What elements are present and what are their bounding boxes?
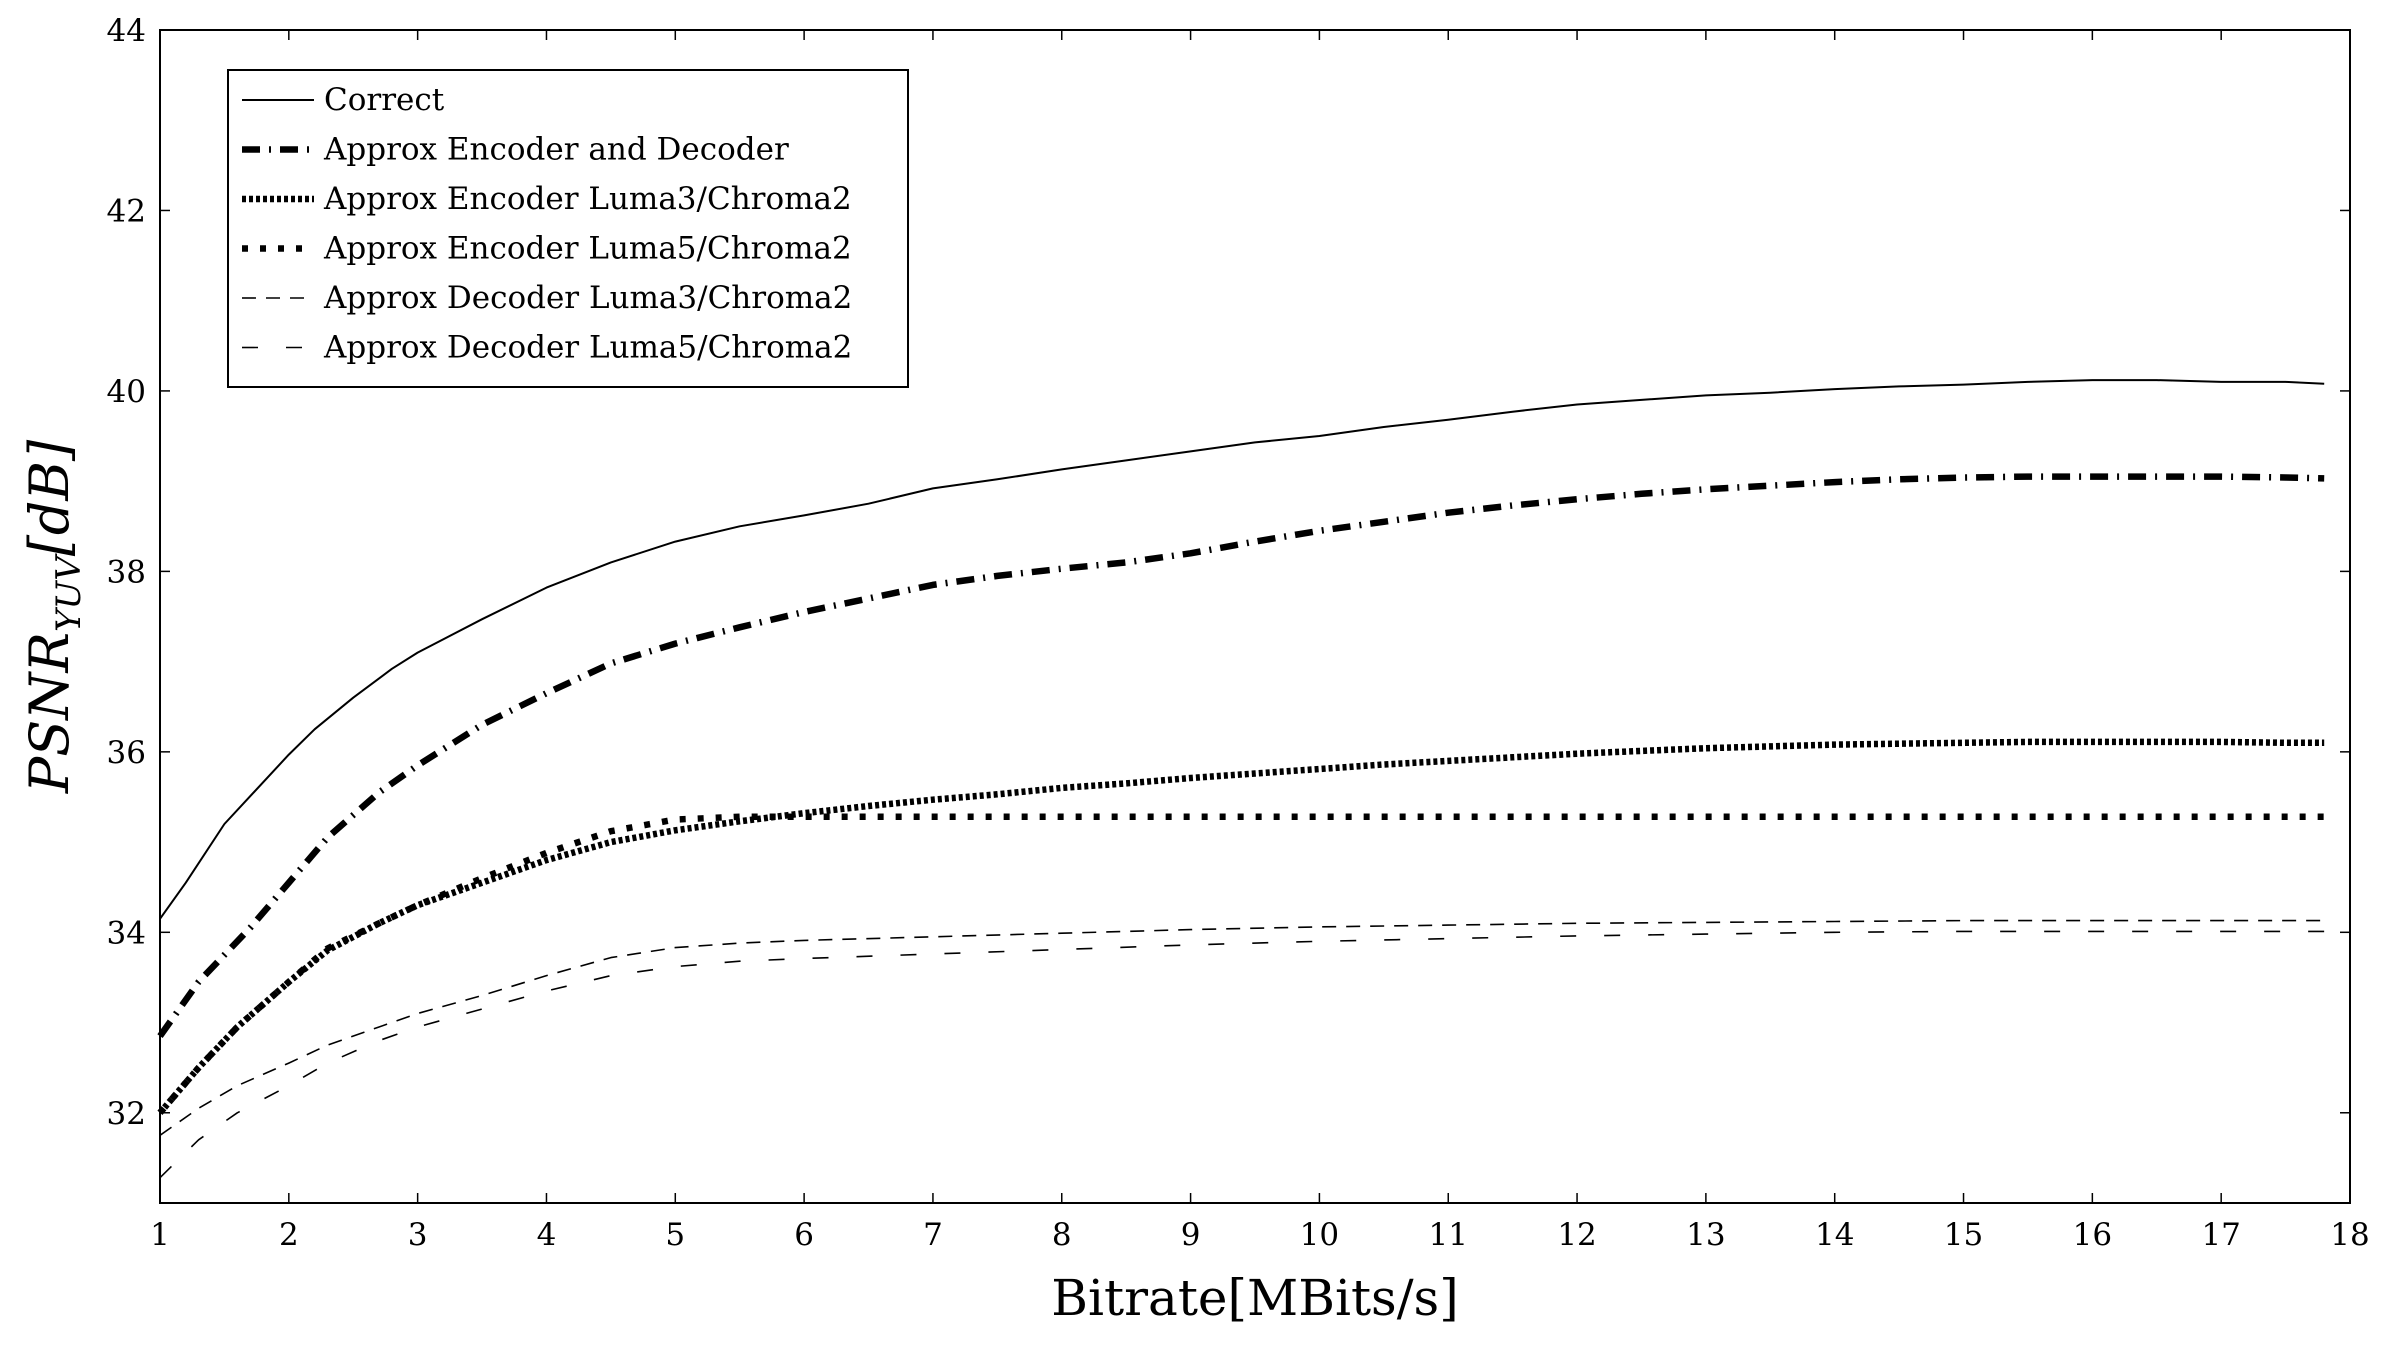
y-axis-label-subscript: YUV [49, 553, 89, 632]
legend-label: Approx Decoder Luma5/Chroma2 [323, 330, 852, 366]
legend-label: Approx Decoder Luma3/Chroma2 [323, 280, 852, 316]
x-tick-label: 10 [1300, 1217, 1339, 1253]
series-layer [157, 379, 2325, 1179]
series-line-5 [159, 919, 2325, 1136]
x-tick-label: 1 [150, 1217, 170, 1253]
legend-frame [227, 69, 909, 388]
y-tick-label: 36 [107, 735, 146, 771]
x-tick-label: 2 [279, 1217, 299, 1253]
legend: Correct Approx Encoder and Decoder Approx … [227, 69, 909, 388]
y-tick-label: 40 [107, 374, 146, 410]
y-tick-label: 38 [107, 554, 146, 590]
x-tick-label: 3 [408, 1217, 428, 1253]
x-tick-label: 9 [1181, 1217, 1201, 1253]
x-tick-label: 15 [1944, 1217, 1983, 1253]
x-tick-label: 14 [1815, 1217, 1854, 1253]
y-axis-label: PSNRYUV[dB] [18, 439, 89, 794]
legend-label: Correct [324, 82, 445, 118]
series-line-6 [159, 930, 2325, 1179]
series-line-1 [159, 379, 2325, 920]
x-axis-label: Bitrate[MBits/s] [1051, 1269, 1458, 1327]
x-tick-label: 18 [2330, 1217, 2369, 1253]
series-line-4 [157, 813, 2325, 1115]
x-tick-label: 7 [923, 1217, 943, 1253]
x-tick-label: 13 [1686, 1217, 1725, 1253]
y-axis-label-unit: [dB] [18, 439, 81, 556]
x-tick-label: 12 [1557, 1217, 1596, 1253]
ticks-layer: 1 2 3 4 5 6 7 8 9 10 11 12 13 14 15 16 17 183234363840424… [107, 13, 2370, 1253]
series-line-3 [157, 738, 2325, 1115]
x-tick-label: 17 [2201, 1217, 2240, 1253]
x-tick-label: 16 [2073, 1217, 2112, 1253]
legend-label: Approx Encoder Luma3/Chroma2 [323, 181, 852, 217]
plot-frame [159, 29, 2351, 1204]
y-tick-label: 32 [107, 1096, 146, 1132]
series-line-2 [157, 473, 2325, 1038]
legend-label: Approx Encoder Luma5/Chroma2 [323, 231, 852, 267]
y-tick-label: 42 [107, 193, 146, 229]
x-tick-label: 5 [665, 1217, 685, 1253]
x-tick-label: 8 [1052, 1217, 1072, 1253]
x-tick-label: 4 [537, 1217, 557, 1253]
x-tick-label: 11 [1429, 1217, 1468, 1253]
y-tick-label: 44 [107, 13, 146, 49]
y-tick-label: 34 [107, 915, 146, 951]
y-axis-label-main: PSNR [18, 632, 81, 794]
x-tick-label: 6 [794, 1217, 814, 1253]
legend-label: Approx Encoder and Decoder [323, 132, 789, 168]
